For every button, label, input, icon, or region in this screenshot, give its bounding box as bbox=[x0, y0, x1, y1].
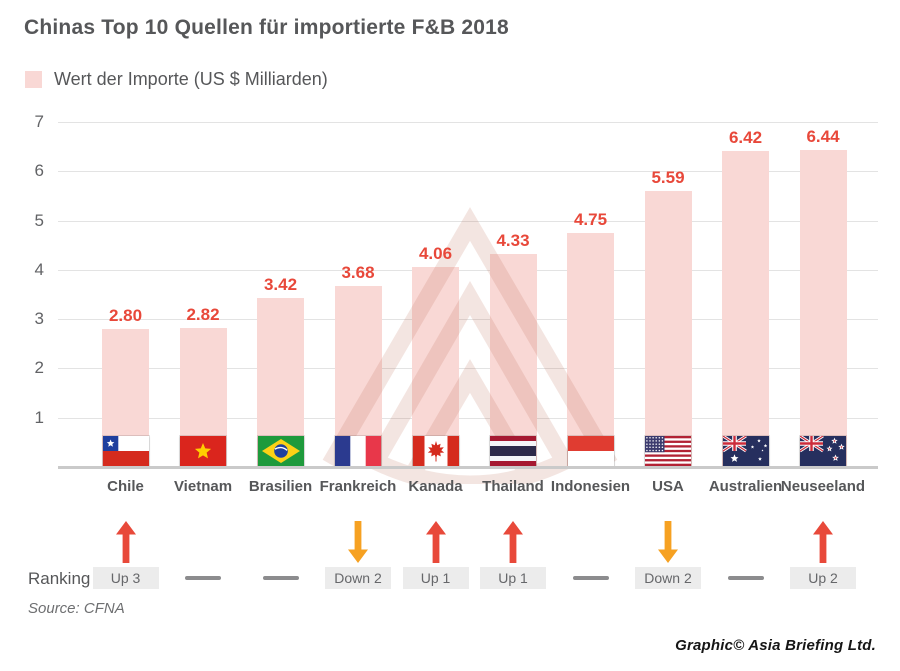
ranking-change-badge: Down 2 bbox=[635, 567, 701, 589]
category-label: Frankreich bbox=[319, 478, 397, 495]
ranking-up-arrow-icon bbox=[503, 521, 523, 563]
gridline bbox=[58, 171, 878, 173]
flag-newzealand-icon bbox=[800, 436, 846, 466]
ranking-change-badge: Up 1 bbox=[402, 567, 469, 589]
gridline bbox=[58, 368, 878, 370]
gridline bbox=[58, 220, 878, 222]
bar bbox=[412, 266, 459, 467]
ranking-no-change-dash bbox=[727, 576, 764, 580]
ranking-no-change-dash bbox=[572, 576, 609, 580]
bar bbox=[644, 191, 692, 467]
y-axis-tick-label: 2 bbox=[34, 358, 44, 378]
y-axis-tick-label: 6 bbox=[34, 161, 44, 181]
gridline bbox=[58, 269, 878, 271]
category-label: Brasilien bbox=[248, 478, 313, 495]
category-label: Chile bbox=[107, 478, 144, 495]
legend-label: Wert der Importe (US $ Milliarden) bbox=[54, 69, 328, 89]
bar-value-label: 2.82 bbox=[186, 305, 220, 324]
category-label: Vietnam bbox=[173, 478, 233, 495]
chart-title: Chinas Top 10 Quellen für importierte F&… bbox=[24, 16, 509, 39]
bar-value-label: 4.06 bbox=[418, 243, 453, 263]
bar-value-label: 4.33 bbox=[496, 230, 530, 250]
bar-value-label: 4.75 bbox=[573, 209, 608, 229]
ranking-no-change-dash bbox=[185, 576, 221, 580]
bar bbox=[489, 253, 537, 467]
flag-indonesia-icon bbox=[567, 436, 614, 466]
ranking-up-arrow-icon bbox=[813, 521, 833, 563]
bar-value-label: 3.68 bbox=[341, 262, 375, 282]
category-label: Thailand bbox=[482, 478, 544, 495]
ranking-no-change-dash bbox=[262, 576, 299, 580]
flag-thailand-icon bbox=[490, 436, 536, 466]
bar bbox=[567, 232, 614, 467]
ranking-down-arrow-icon bbox=[658, 521, 678, 563]
gridline bbox=[58, 121, 878, 123]
ranking-change-badge: Down 2 bbox=[325, 567, 391, 589]
flag-canada-icon bbox=[412, 436, 459, 466]
ranking-down-arrow-icon bbox=[348, 521, 368, 563]
bar-value-label: 5.59 bbox=[651, 168, 685, 188]
y-axis-tick-label: 4 bbox=[34, 259, 44, 279]
y-axis-tick-label: 7 bbox=[34, 111, 44, 131]
flag-chile-icon bbox=[102, 436, 149, 466]
bar-value-label: 3.42 bbox=[263, 275, 298, 295]
bar-value-label: 2.80 bbox=[108, 306, 143, 325]
flag-usa-icon bbox=[645, 436, 691, 466]
bar-value-label: 6.44 bbox=[806, 126, 840, 146]
category-label: USA bbox=[652, 478, 684, 495]
ranking-change-badge: Up 3 bbox=[92, 567, 159, 589]
legend: Wert der Importe (US $ Milliarden) bbox=[25, 69, 328, 90]
x-axis-line bbox=[58, 466, 878, 469]
bar-value-label: 6.42 bbox=[728, 127, 763, 147]
ranking-up-arrow-icon bbox=[425, 521, 446, 563]
gridline bbox=[58, 417, 878, 419]
bar bbox=[799, 149, 847, 467]
ranking-change-badge: Up 2 bbox=[790, 567, 856, 589]
y-axis-tick-label: 1 bbox=[34, 407, 44, 427]
ranking-change-badge: Up 1 bbox=[480, 567, 546, 589]
flag-vietnam-icon bbox=[180, 436, 226, 466]
y-axis-tick-label: 3 bbox=[34, 309, 44, 329]
flag-france-icon bbox=[335, 436, 381, 466]
ranking-up-arrow-icon bbox=[115, 521, 136, 563]
ranking-label: Ranking bbox=[28, 569, 91, 588]
credit-note: Graphic© Asia Briefing Ltd. bbox=[675, 637, 876, 654]
flag-australia-icon bbox=[722, 436, 769, 466]
category-label: Neuseeland bbox=[780, 478, 866, 495]
source-note: Source: CFNA bbox=[28, 600, 125, 617]
bar bbox=[722, 150, 769, 467]
flag-brazil-icon bbox=[257, 436, 304, 466]
category-label: Kanada bbox=[408, 478, 463, 495]
category-label: Australien bbox=[708, 478, 783, 495]
category-label: Indonesien bbox=[550, 478, 631, 495]
gridline bbox=[58, 319, 878, 321]
legend-swatch-icon bbox=[25, 71, 42, 88]
y-axis-tick-label: 5 bbox=[34, 210, 44, 230]
